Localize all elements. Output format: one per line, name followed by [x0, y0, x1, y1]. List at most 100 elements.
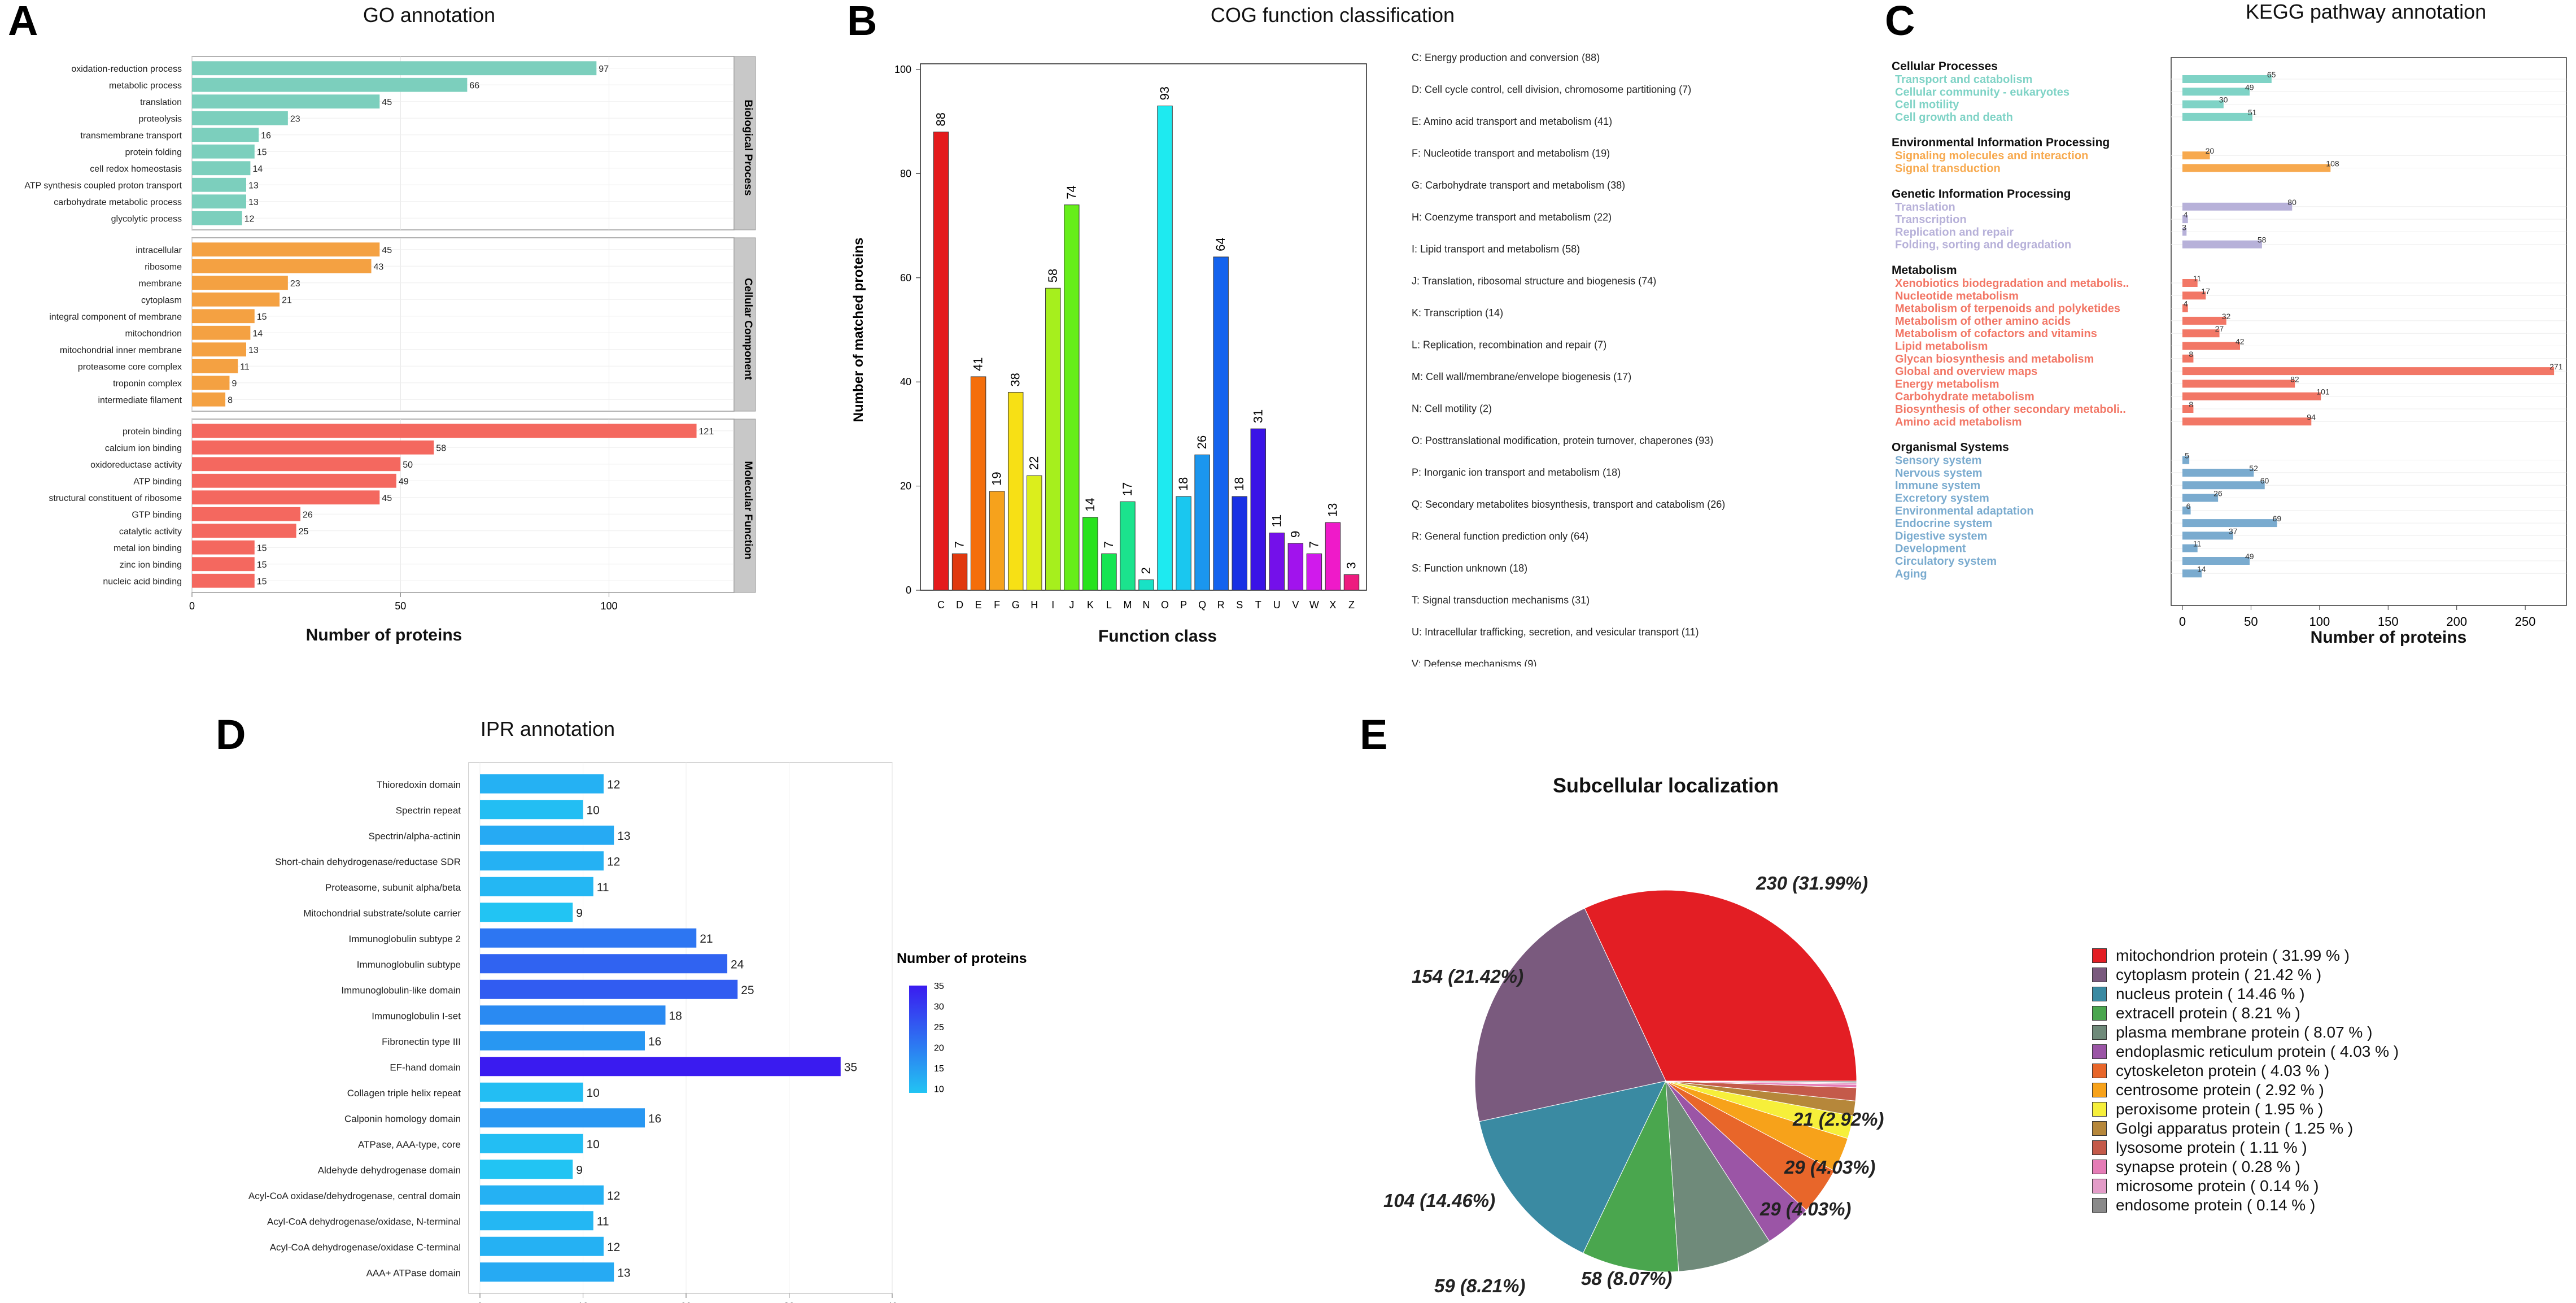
cog-x-tick-label: Q	[1198, 599, 1206, 611]
kegg-x-tick-label: 50	[2244, 615, 2258, 629]
ipr-x-tick-label: 20	[681, 1301, 692, 1303]
kegg-value-label: 101	[2316, 387, 2330, 396]
go-value-label: 15	[257, 312, 267, 322]
kegg-value-label: 26	[2213, 489, 2223, 498]
go-value-label: 15	[257, 147, 267, 157]
cog-bar	[933, 132, 949, 591]
go-bar	[192, 161, 251, 176]
ipr-bar	[480, 1262, 614, 1282]
cog-value-label: 26	[1195, 435, 1209, 449]
ipr-bar	[480, 1082, 583, 1102]
go-bar	[192, 424, 697, 438]
ipr-value-label: 18	[669, 1009, 682, 1022]
kegg-bar	[2182, 75, 2272, 83]
kegg-category-label: Excretory system	[1895, 493, 1989, 505]
cog-x-tick-label: O	[1161, 599, 1169, 611]
cog-title: COG function classification	[1210, 3, 1455, 27]
go-bar	[192, 77, 468, 92]
cog-x-tick-label: Z	[1348, 599, 1355, 611]
kegg-plot-frame	[2171, 57, 2567, 606]
legend-label: Golgi apparatus protein ( 1.25 % )	[2116, 1119, 2354, 1137]
go-bar	[192, 177, 246, 192]
go-category-label: proteolysis	[139, 114, 182, 124]
cog-bar	[989, 491, 1005, 591]
cog-bar	[1343, 574, 1360, 591]
legend-swatch	[2092, 948, 2107, 963]
kegg-category-label: Metabolism of other amino acids	[1895, 315, 2071, 328]
cog-x-tick-label: H	[1031, 599, 1038, 611]
cog-bar	[1194, 454, 1210, 591]
go-value-label: 15	[257, 543, 267, 553]
ipr-bar	[480, 1005, 666, 1025]
kegg-bar	[2182, 405, 2194, 413]
kegg-category-label: Metabolism of terpenoids and polyketides	[1895, 303, 2120, 315]
ipr-bar	[480, 1211, 593, 1231]
kegg-category-label: Nucleotide metabolism	[1895, 290, 2019, 302]
cog-x-tick-label: V	[1292, 599, 1299, 611]
ipr-category-label: Immunoglobulin subtype 2	[349, 934, 461, 944]
kegg-bar	[2182, 417, 2312, 426]
cog-value-label: 9	[1288, 531, 1302, 538]
go-category-label: troponin complex	[113, 379, 182, 389]
ipr-x-tick-label: 0	[477, 1301, 482, 1303]
ipr-bar	[480, 1031, 645, 1051]
ipr-legend-title: Number of proteins	[897, 951, 1027, 966]
ipr-value-label: 25	[741, 984, 754, 997]
cog-y-tick-label: 100	[894, 64, 911, 75]
pie-slice-label: 29 (4.03%)	[1784, 1157, 1875, 1178]
ipr-value-label: 11	[597, 881, 609, 894]
ipr-bar	[480, 1185, 604, 1205]
pie-slice	[1665, 1080, 1770, 1272]
subcellular-legend-item: microsome protein ( 0.14 % )	[2092, 1176, 2399, 1196]
kegg-bar	[2182, 392, 2321, 400]
ipr-bar	[480, 1057, 841, 1077]
cog-value-label: 58	[1046, 269, 1060, 282]
go-bar	[192, 507, 300, 521]
ipr-bar	[480, 903, 573, 922]
go-bar	[192, 359, 238, 373]
legend-label: mitochondrion protein ( 31.99 % )	[2116, 947, 2350, 964]
kegg-value-label: 52	[2249, 464, 2258, 473]
kegg-value-label: 3	[2182, 223, 2186, 232]
ipr-value-label: 16	[648, 1035, 661, 1048]
kegg-bar	[2182, 228, 2187, 236]
go-bar	[192, 325, 251, 340]
ipr-bar	[480, 825, 614, 845]
kegg-title: KEGG pathway annotation	[2245, 0, 2487, 23]
go-title: GO annotation	[363, 3, 496, 27]
kegg-category-label: Environmental adaptation	[1895, 505, 2034, 517]
kegg-category-label: Immune system	[1895, 480, 1980, 492]
legend-label: plasma membrane protein ( 8.07 % )	[2116, 1023, 2373, 1041]
kegg-category-label: Endocrine system	[1895, 517, 1992, 530]
ipr-legend-tick-label: 35	[934, 982, 944, 991]
kegg-value-label: 5	[2185, 451, 2189, 460]
cog-value-label: 14	[1083, 498, 1097, 511]
legend-swatch	[2092, 1102, 2107, 1117]
cog-legend-item: O: Posttranslational modification, prote…	[1412, 435, 1713, 446]
go-bar	[192, 457, 401, 472]
cog-value-label: 2	[1139, 567, 1153, 574]
panel-label-a: A	[8, 0, 38, 44]
ipr-value-label: 9	[576, 1163, 583, 1176]
go-value-label: 12	[244, 214, 255, 224]
go-category-label: proteasome core complex	[78, 362, 182, 372]
cog-legend-item: I: Lipid transport and metabolism (58)	[1412, 243, 1580, 255]
go-category-label: zinc ion binding	[120, 560, 182, 570]
kegg-group-header: Genetic Information Processing	[1892, 188, 2071, 201]
legend-swatch	[2092, 1044, 2107, 1059]
cog-value-label: 88	[934, 112, 948, 126]
ipr-value-label: 9	[576, 907, 583, 919]
kegg-bar	[2182, 531, 2233, 540]
go-bar	[192, 128, 259, 142]
ipr-category-label: Immunoglobulin I-set	[372, 1010, 461, 1021]
legend-label: nucleus protein ( 14.46 % )	[2116, 985, 2305, 1003]
cog-value-label: 41	[971, 357, 985, 371]
go-bar	[192, 211, 242, 225]
kegg-bar	[2182, 380, 2295, 388]
go-value-label: 21	[282, 295, 292, 305]
cog-bar	[1138, 579, 1154, 591]
go-bar	[192, 473, 396, 488]
ipr-title: IPR annotation	[480, 717, 615, 740]
cog-value-label: 18	[1176, 477, 1190, 491]
go-value-label: 15	[257, 560, 267, 570]
